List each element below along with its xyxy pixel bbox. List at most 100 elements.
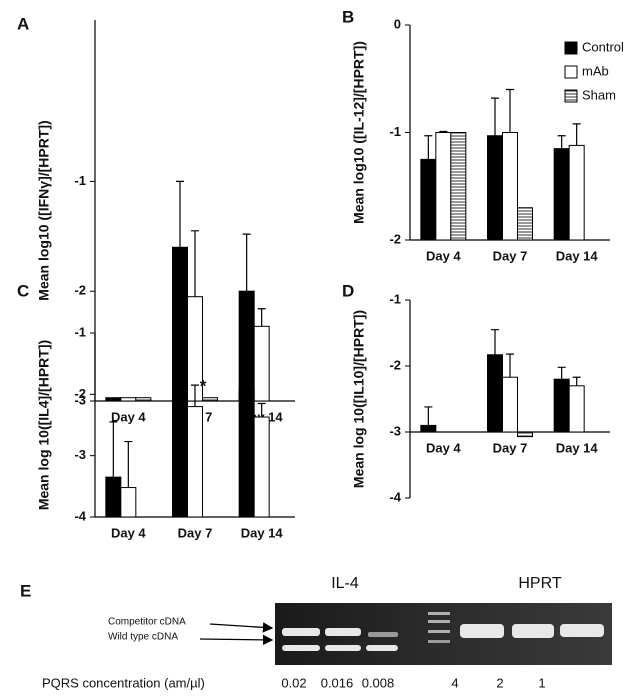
gel-annotation: Wild type cDNA [108, 632, 178, 643]
gel-panel: E IL-4 HPRT Competitor cDNA Wild type cD… [20, 575, 612, 690]
legend-label: mAb [582, 63, 609, 78]
y-tick-label: -1 [389, 124, 401, 139]
error-bar [257, 402, 266, 418]
legend-swatch [564, 41, 578, 55]
y-tick-label: -3 [389, 423, 401, 438]
y-axis-label: Mean log 10([IL10]/[HPRT]) [351, 310, 367, 488]
panel-label: E [20, 581, 31, 600]
panel-label: B [342, 7, 354, 26]
y-tick-label: -2 [74, 283, 86, 298]
y-tick-label: -1 [74, 324, 86, 339]
lane-label: 0.02 [281, 675, 306, 690]
panel-label: D [342, 281, 354, 300]
bar [517, 207, 533, 241]
bar [487, 135, 503, 241]
x-tick-label: Day 14 [556, 248, 599, 263]
bar [120, 487, 137, 518]
bar [553, 378, 570, 433]
error-bar [491, 97, 499, 136]
chart-panel: B Mean log10 ([IL-12]/[HPRT]) -2 -1 0 Day 4 Da… [342, 7, 624, 263]
bar [187, 406, 203, 518]
bar [450, 132, 467, 241]
error-bar [176, 355, 184, 373]
y-axis-label: Mean log10 ([IL-12]/[HPRT]) [351, 41, 367, 224]
error-bar [109, 421, 118, 478]
bar [105, 476, 122, 518]
y-tick-label: -3 [74, 392, 86, 407]
error-bar [242, 365, 251, 390]
gel-heading: IL-4 [331, 575, 359, 592]
bar [502, 132, 518, 241]
bar [120, 397, 137, 402]
gel-axis-label: PQRS concentration (am/µl) [42, 675, 205, 690]
bar [517, 431, 533, 438]
bar [435, 132, 452, 241]
x-tick-label: Day 7 [493, 440, 528, 455]
lane-label: 0.016 [321, 675, 354, 690]
panel-label: C [17, 281, 29, 300]
y-tick-label: -3 [74, 447, 86, 462]
bar [420, 158, 437, 241]
bar [202, 397, 218, 402]
x-tick-label: Day 14 [241, 525, 284, 540]
x-tick-label: Day 7 [493, 248, 528, 263]
lane-label: 0.008 [362, 675, 395, 690]
arrow [209, 622, 274, 633]
arrow [199, 634, 274, 646]
error-bar [439, 130, 448, 133]
y-tick-label: -4 [389, 489, 401, 504]
error-bar [572, 123, 581, 146]
legend-swatch [564, 65, 578, 79]
bar [238, 388, 255, 518]
x-tick-label: Day 4 [426, 248, 461, 263]
y-tick-label: 0 [394, 16, 401, 31]
y-tick-label: -2 [389, 231, 401, 246]
bar [420, 424, 437, 433]
y-tick-label: -1 [389, 291, 401, 306]
legend-label: Control [582, 39, 624, 54]
y-axis-label: Mean log 10([IL4]/[HPRT]) [36, 340, 52, 510]
lane-label: 2 [496, 675, 503, 690]
bar [253, 416, 270, 518]
legend-swatch [564, 89, 578, 103]
chart-panel: D Mean log 10([IL10]/[HPRT]) -4 -3 -2 -1 Day 4… [342, 281, 610, 504]
error-bar [506, 88, 514, 133]
error-bar [191, 384, 199, 407]
panel-label: A [17, 14, 29, 33]
gel-annotation: Competitor cDNA [108, 617, 186, 628]
error-bar [572, 376, 581, 386]
x-tick-label: Day 4 [426, 440, 461, 455]
x-tick-label: Day 14 [556, 440, 599, 455]
bar [553, 148, 570, 241]
bar [253, 325, 270, 402]
gel-heading: HPRT [518, 575, 561, 592]
x-tick-label: Day 4 [111, 525, 146, 540]
error-bar [506, 353, 514, 378]
error-bar [257, 308, 266, 327]
error-bar [424, 135, 433, 160]
y-tick-label: -2 [74, 386, 86, 401]
error-bar [557, 366, 566, 380]
y-tick-label: -1 [74, 173, 86, 188]
annotation: * [200, 377, 207, 396]
bar [172, 372, 188, 518]
y-tick-label: -4 [74, 508, 86, 523]
x-tick-label: Day 4 [111, 409, 146, 424]
bar [568, 144, 585, 241]
lane-label: 4 [451, 675, 458, 690]
bar [568, 385, 585, 433]
y-tick-label: -2 [389, 357, 401, 372]
error-bar [424, 406, 433, 426]
bar [487, 354, 503, 433]
bar [502, 376, 518, 433]
gel-bands [282, 612, 604, 651]
y-axis-label: Mean log10 ([IFNγ]/[HPRT]) [36, 120, 52, 300]
x-tick-label: Day 7 [178, 525, 213, 540]
bar [105, 397, 122, 402]
error-bar [242, 233, 251, 292]
error-bar [491, 329, 499, 355]
legend-label: Sham [582, 87, 616, 102]
error-bar [191, 230, 199, 297]
